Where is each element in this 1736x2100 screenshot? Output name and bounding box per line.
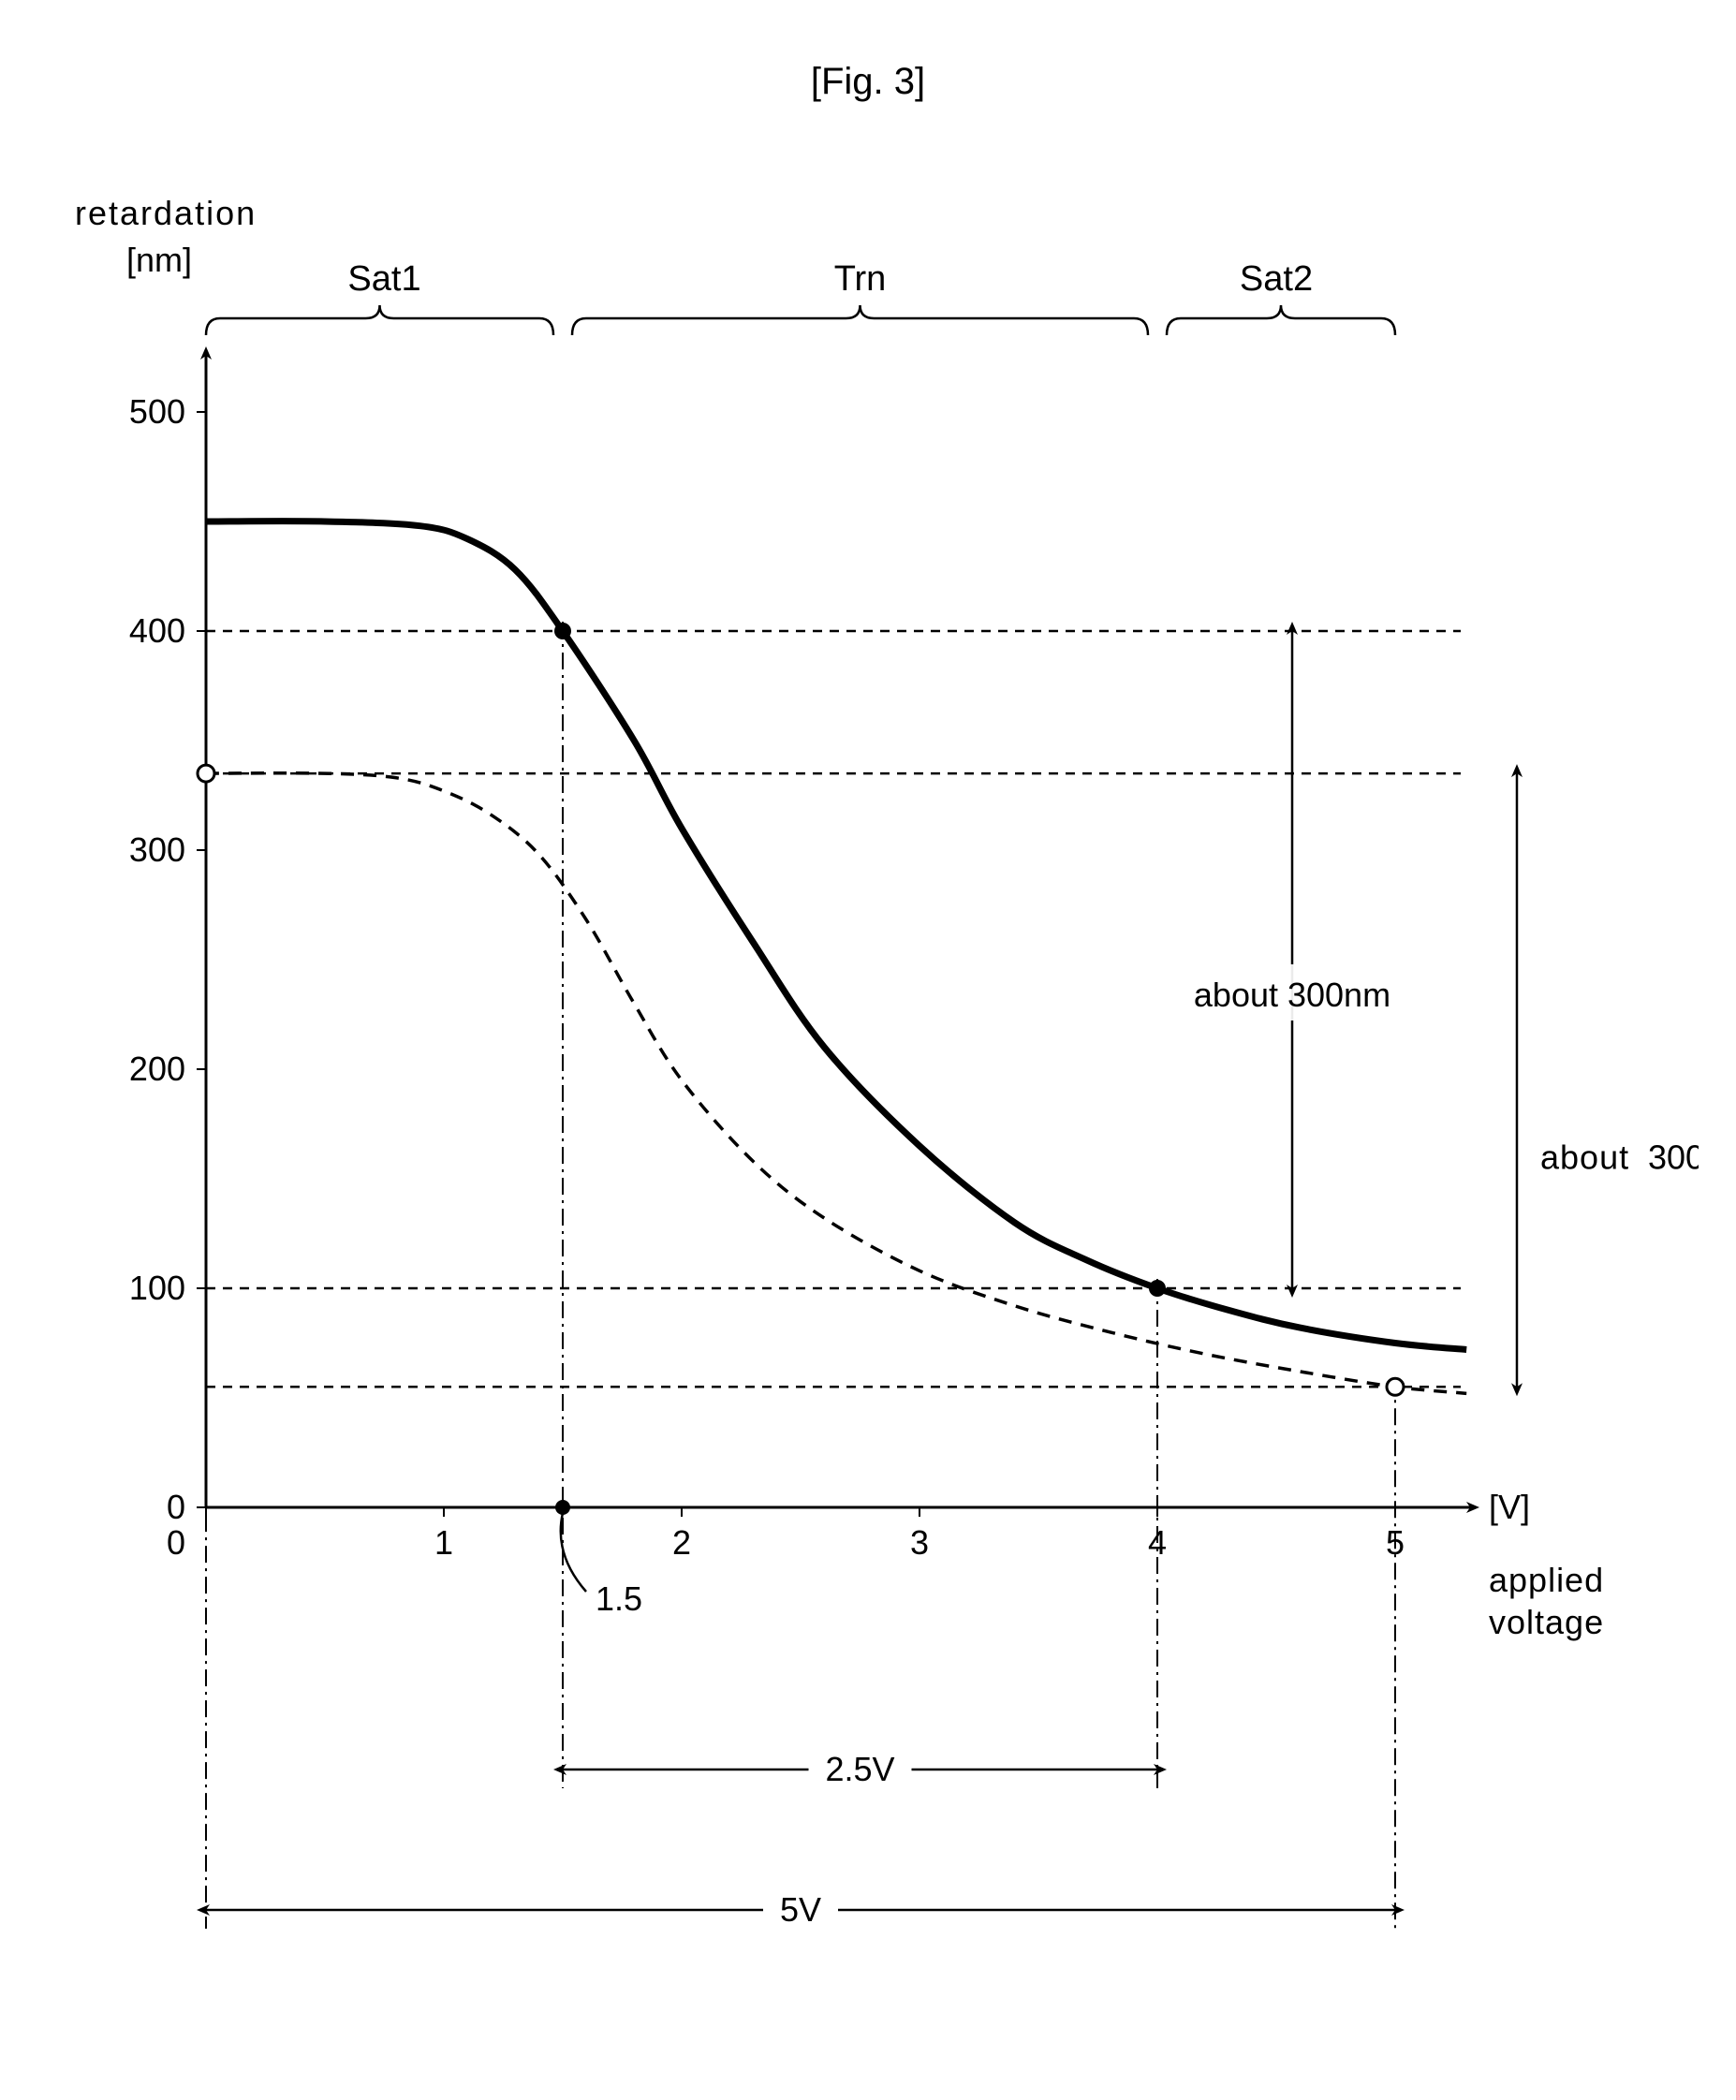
origin-label: 0 (167, 1523, 185, 1562)
y-tick-label: 100 (129, 1269, 185, 1307)
x-tick-label: 1 (434, 1523, 453, 1562)
range1-label: about 300nm (1194, 976, 1390, 1014)
figure-title: [Fig. 3] (811, 61, 925, 102)
axis-marker-1p5 (555, 1500, 570, 1515)
y-tick-label: 0 (167, 1488, 185, 1526)
span2-label: 5V (780, 1890, 821, 1929)
solid-marker (1149, 1280, 1166, 1297)
x-axis-label-2: voltage (1489, 1603, 1604, 1641)
region-sat2-label: Sat2 (1240, 259, 1313, 299)
curve-dashed (206, 773, 1466, 1394)
y-tick-label: 500 (129, 392, 185, 431)
range2-label-b: 300nm (1648, 1138, 1699, 1177)
x-tick-label: 2 (672, 1523, 691, 1562)
y-tick-label: 400 (129, 611, 185, 650)
y-axis-label: retardation (75, 194, 257, 232)
x-axis-label-1: applied (1489, 1561, 1604, 1599)
range2-label-a: about (1540, 1138, 1629, 1177)
region-sat1-label: Sat1 (347, 259, 420, 299)
extra-tick-label: 1.5 (596, 1579, 642, 1618)
y-tick-label: 300 (129, 830, 185, 869)
region-trn-label: Trn (834, 259, 887, 299)
x-tick-label: 3 (910, 1523, 929, 1562)
y-tick-label: 200 (129, 1050, 185, 1088)
x-axis-unit: [V] (1489, 1488, 1530, 1526)
span1-label: 2.5V (825, 1750, 894, 1788)
open-marker (1387, 1378, 1404, 1395)
solid-marker (554, 623, 571, 639)
open-marker (198, 765, 214, 782)
y-axis-unit: [nm] (126, 241, 192, 279)
retardation-vs-voltage-chart: [Fig. 3]retardation[nm]Sat1TrnSat2010020… (37, 37, 1699, 2063)
